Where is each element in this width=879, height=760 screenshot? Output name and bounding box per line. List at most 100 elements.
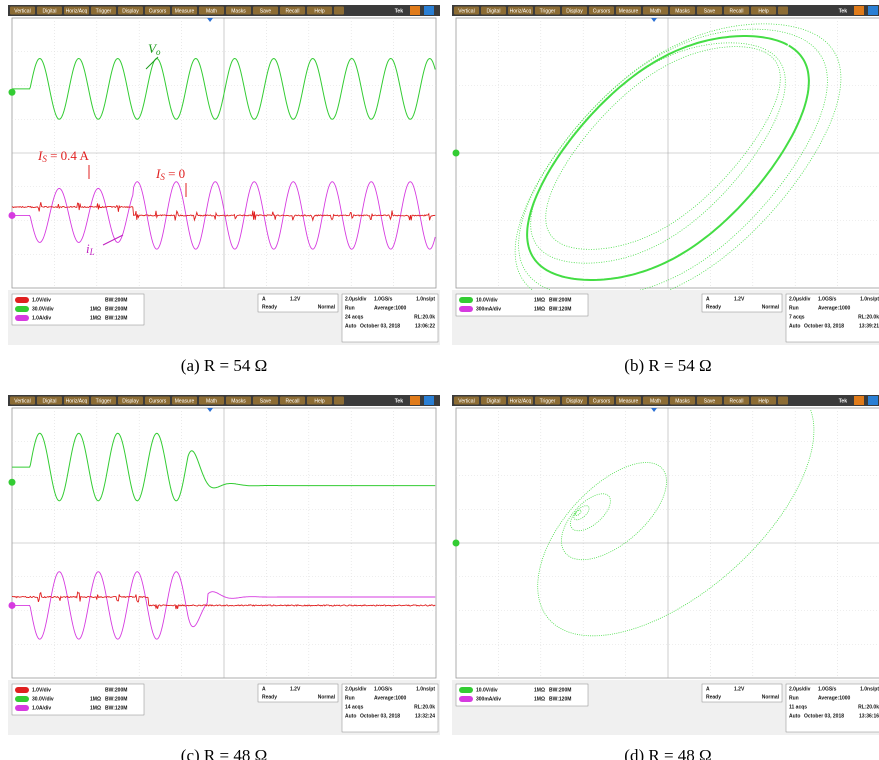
channel-tag (15, 705, 29, 711)
channel-tag (459, 297, 473, 303)
menu-label: Recall (286, 398, 300, 404)
timebase-scale: 2.0μs/div (789, 686, 811, 692)
average: Average:1000 (818, 305, 851, 311)
trigger-source: A (706, 686, 710, 692)
menu-label: Save (704, 398, 716, 404)
menu-label: Measure (619, 398, 639, 404)
menu-label: Math (206, 8, 217, 14)
run-state: Run (789, 695, 799, 701)
date: October 03, 2018 (804, 713, 844, 719)
channel-bandwidth: BW:200M (105, 687, 127, 693)
menu-label: Math (206, 398, 217, 404)
acquisitions: 7 acqs (789, 314, 805, 320)
time: 13:39:21 (859, 323, 879, 329)
channel-impedance: 1MΩ (90, 696, 101, 702)
menu-label: Horiz/Acq (510, 8, 532, 14)
timebase-resolution: 1.0ns/pt (860, 686, 879, 692)
close-button (868, 396, 878, 405)
channel-bandwidth: BW:200M (549, 297, 571, 303)
acq-mode: Auto (789, 713, 800, 719)
menu-label: Vertical (14, 8, 30, 14)
menu-label: Horiz/Acq (66, 8, 88, 14)
menu-label: Vertical (14, 398, 30, 404)
figure: VerticalDigitalHoriz/AcqTriggerDisplayCu… (0, 0, 879, 760)
menu-button (778, 7, 788, 15)
channel-marker (9, 89, 16, 96)
channel-scale: 300mA/div (476, 696, 501, 702)
channel-tag (15, 696, 29, 702)
run-state: Run (345, 305, 355, 311)
trigger-level: 1.2V (290, 686, 301, 692)
trigger-state: Ready (262, 694, 277, 700)
annotation-sub: o (156, 47, 161, 57)
menu-label: Digital (43, 398, 57, 404)
timebase-rate: 1.0GS/s (374, 296, 393, 302)
caption: (b) R = 54 Ω (624, 356, 711, 375)
menu-label: Help (758, 398, 769, 404)
record-length: RL:20.0k (414, 314, 435, 320)
timebase-scale: 2.0μs/div (345, 686, 367, 692)
close-button (424, 396, 434, 405)
menu-label: Horiz/Acq (66, 398, 88, 404)
channel-scale: 10.0V/div (476, 687, 498, 693)
scope-panel: VerticalDigitalHoriz/AcqTriggerDisplayCu… (452, 395, 879, 760)
record-length: RL:20.0k (858, 704, 879, 710)
time: 13:32:24 (415, 713, 435, 719)
scope-panel: VerticalDigitalHoriz/AcqTriggerDisplayCu… (8, 395, 440, 760)
menu-label: Measure (619, 8, 639, 14)
menu-label: Help (314, 8, 325, 14)
menu-label: Display (566, 398, 583, 404)
menu-label: Digital (487, 398, 501, 404)
menu-label: Recall (286, 8, 300, 14)
trigger-level: 1.2V (734, 686, 745, 692)
channel-tag (459, 687, 473, 693)
trigger-state: Ready (706, 694, 721, 700)
menu-label: Help (758, 8, 769, 14)
menu-label: Digital (487, 8, 501, 14)
channel-marker (9, 602, 16, 609)
channel-tag (15, 687, 29, 693)
channel-bandwidth: BW:200M (549, 687, 571, 693)
trigger-mode: Normal (762, 304, 780, 310)
annotation-sub: L (89, 247, 95, 257)
timebase-scale: 2.0μs/div (789, 296, 811, 302)
trigger-source: A (706, 296, 710, 302)
menu-label: Math (650, 8, 661, 14)
menu-label: Trigger (540, 8, 556, 14)
trigger-level: 1.2V (734, 296, 745, 302)
channel-scale: 1.0A/div (32, 315, 51, 321)
menu-label: Measure (175, 398, 195, 404)
acquisitions: 11 acqs (789, 704, 807, 710)
menu-button (334, 7, 344, 15)
minimize-button (854, 6, 864, 15)
channel-bandwidth: BW:120M (105, 315, 127, 321)
acq-mode: Auto (789, 323, 800, 329)
acq-mode: Auto (345, 713, 356, 719)
channel-impedance: 1MΩ (90, 705, 101, 711)
record-length: RL:20.0k (858, 314, 879, 320)
date: October 03, 2018 (804, 323, 844, 329)
menu-button (334, 397, 344, 405)
channel-marker (453, 540, 460, 547)
acq-mode: Auto (345, 323, 356, 329)
channel-bandwidth: BW:200M (105, 306, 127, 312)
timebase-scale: 2.0μs/div (345, 296, 367, 302)
caption: (a) R = 54 Ω (181, 356, 267, 375)
minimize-button (854, 396, 864, 405)
channel-impedance: 1MΩ (534, 687, 545, 693)
channel-scale: 30.0V/div (32, 306, 54, 312)
channel-tag (459, 306, 473, 312)
timebase-rate: 1.0GS/s (818, 296, 837, 302)
date: October 03, 2018 (360, 713, 400, 719)
menu-label: Display (122, 398, 139, 404)
trigger-mode: Normal (318, 304, 336, 310)
menu-button (778, 397, 788, 405)
record-length: RL:20.0k (414, 704, 435, 710)
menu-label: Horiz/Acq (510, 398, 532, 404)
caption: (d) R = 48 Ω (624, 746, 711, 760)
channel-tag (15, 306, 29, 312)
timebase-resolution: 1.0ns/pt (860, 296, 879, 302)
run-state: Run (345, 695, 355, 701)
menu-label: Math (650, 398, 661, 404)
brand: Tek (839, 398, 847, 404)
